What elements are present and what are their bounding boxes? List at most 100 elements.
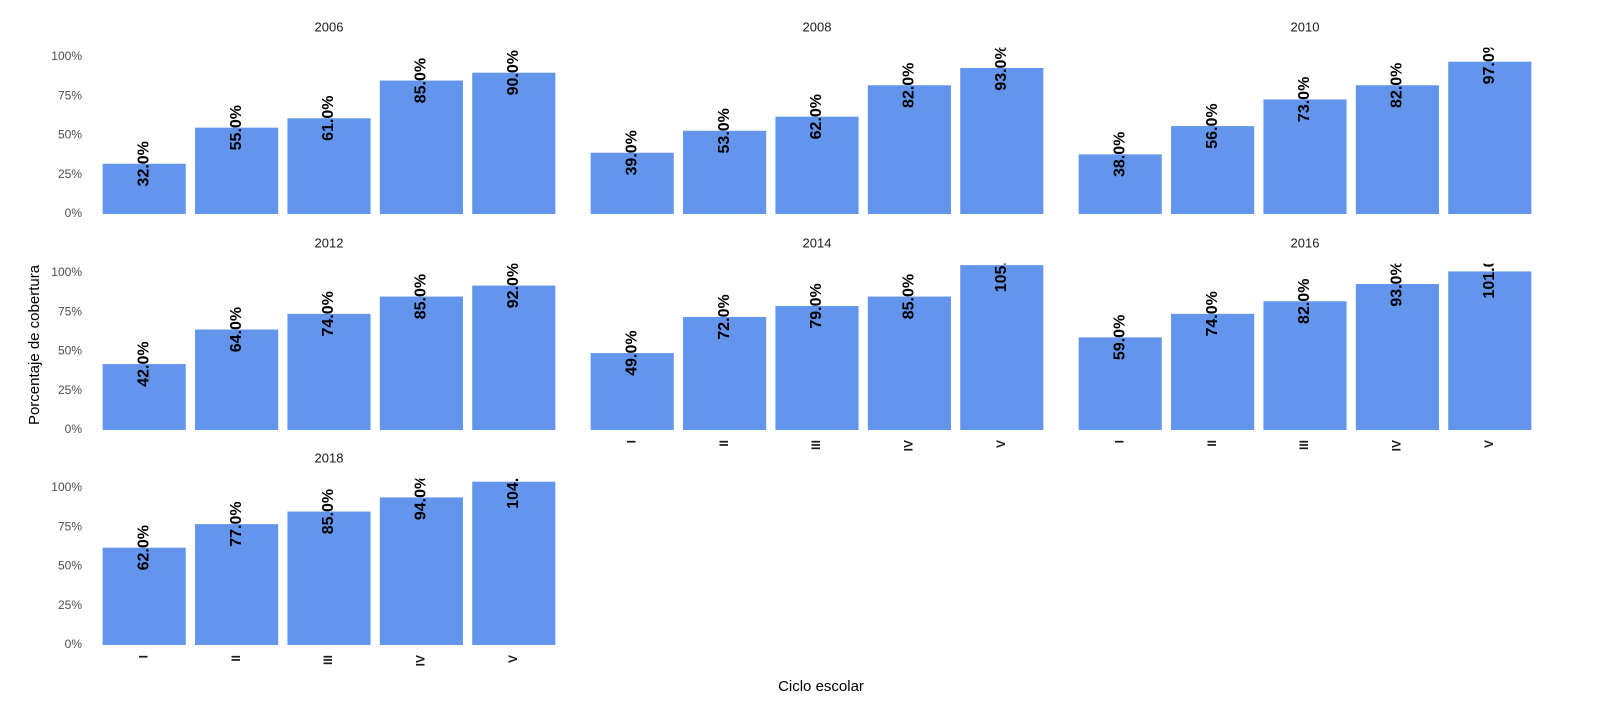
bar: [472, 285, 556, 430]
value-label: 105.0%: [993, 238, 1010, 292]
x-tick-label: II: [1205, 440, 1219, 447]
y-tick-label: 100%: [51, 480, 82, 494]
bar: [775, 116, 859, 214]
bar: [1171, 313, 1255, 430]
bar: [102, 364, 186, 430]
x-tick-label: II: [229, 655, 243, 662]
value-label: 64.0%: [228, 307, 245, 352]
value-label: 59.0%: [1111, 315, 1128, 360]
panel: 32.0% 55.0% 61.0% 85.0% 90.0%: [102, 50, 556, 214]
value-label: 97.0%: [1481, 39, 1498, 84]
facet-title: 2010: [1291, 19, 1320, 34]
y-tick-label: 0%: [65, 206, 83, 220]
y-tick-label: 25%: [58, 167, 82, 181]
x-tick-label: V: [1482, 440, 1496, 448]
value-label: 62.0%: [808, 94, 825, 139]
bar: [775, 305, 859, 430]
bar: [683, 316, 767, 430]
bar: [683, 130, 767, 214]
x-tick-label: III: [809, 440, 823, 450]
bar: [1078, 337, 1162, 430]
value-label: 93.0%: [1389, 261, 1406, 306]
bar: [287, 511, 371, 645]
value-label: 73.0%: [1296, 77, 1313, 122]
x-tick-label: I: [136, 655, 150, 658]
bar: [960, 67, 1044, 215]
bar: [379, 497, 463, 645]
bar: [590, 353, 674, 430]
value-label: 82.0%: [1296, 279, 1313, 324]
value-label: 94.0%: [413, 475, 430, 520]
x-tick-label: V: [994, 440, 1008, 448]
panel: 39.0% 53.0% 62.0% 82.0% 93.0%: [590, 45, 1044, 215]
bar: [1448, 61, 1532, 215]
value-label: 90.0%: [505, 50, 522, 95]
bar: [195, 127, 279, 214]
value-label: 39.0%: [623, 130, 640, 175]
value-label: 85.0%: [413, 274, 430, 319]
panel: 42.0% 64.0% 74.0% 85.0% 92.0%: [102, 263, 556, 430]
x-tick-label: II: [717, 440, 731, 447]
bar: [1078, 154, 1162, 214]
value-label: 85.0%: [901, 274, 918, 319]
value-label: 101.0%: [1481, 244, 1498, 298]
y-tick-label: 50%: [58, 559, 82, 573]
facet-title: 2006: [315, 19, 344, 34]
y-tick-label: 75%: [58, 519, 82, 533]
bar: [1355, 283, 1439, 430]
panel: 49.0% 72.0% 79.0% 85.0% 105.0%: [590, 238, 1044, 430]
x-tick-label: V: [506, 655, 520, 663]
value-label: 49.0%: [623, 330, 640, 375]
facet-title: 2018: [315, 450, 344, 465]
bar: [195, 524, 279, 645]
y-tick-label: 25%: [58, 383, 82, 397]
value-label: 62.0%: [135, 525, 152, 570]
value-label: 55.0%: [228, 105, 245, 150]
bar: [102, 163, 186, 214]
value-label: 93.0%: [993, 45, 1010, 90]
x-tick-label: IV: [1390, 440, 1404, 451]
bar: [287, 118, 371, 214]
facet-title: 2014: [803, 235, 832, 250]
value-label: 61.0%: [320, 96, 337, 141]
value-label: 38.0%: [1111, 132, 1128, 177]
value-label: 82.0%: [901, 63, 918, 108]
value-label: 56.0%: [1204, 103, 1221, 148]
bar: [960, 265, 1044, 430]
x-tick-label: IV: [902, 440, 916, 451]
value-label: 104.0%: [505, 455, 522, 509]
panel: 59.0% 74.0% 82.0% 93.0% 101.0%: [1078, 244, 1532, 430]
bar: [1171, 126, 1255, 214]
facet-title: 2016: [1291, 235, 1320, 250]
value-label: 72.0%: [716, 294, 733, 339]
bar: [1263, 99, 1347, 214]
value-label: 77.0%: [228, 501, 245, 546]
x-tick-label: IV: [414, 655, 428, 666]
bar: [1263, 301, 1347, 430]
bar: [867, 296, 951, 430]
value-label: 92.0%: [505, 263, 522, 308]
y-tick-label: 0%: [65, 422, 83, 436]
value-label: 79.0%: [808, 283, 825, 328]
bar: [590, 152, 674, 214]
bar: [379, 80, 463, 214]
bar: [472, 481, 556, 645]
facet-title: 2008: [803, 19, 832, 34]
value-label: 32.0%: [135, 141, 152, 186]
x-tick-label: III: [1297, 440, 1311, 450]
y-tick-label: 100%: [51, 265, 82, 279]
y-tick-label: 0%: [65, 637, 83, 651]
bar: [379, 296, 463, 430]
value-label: 42.0%: [135, 341, 152, 386]
value-label: 85.0%: [413, 58, 430, 103]
bar: [102, 547, 186, 645]
facet-title: 2012: [315, 235, 344, 250]
y-tick-label: 25%: [58, 598, 82, 612]
x-tick-label: I: [1112, 440, 1126, 443]
y-tick-label: 50%: [58, 344, 82, 358]
bar: [867, 85, 951, 214]
y-tick-label: 75%: [58, 88, 82, 102]
panel: 38.0% 56.0% 73.0% 82.0% 97.0%: [1078, 39, 1532, 215]
bar: [472, 72, 556, 214]
